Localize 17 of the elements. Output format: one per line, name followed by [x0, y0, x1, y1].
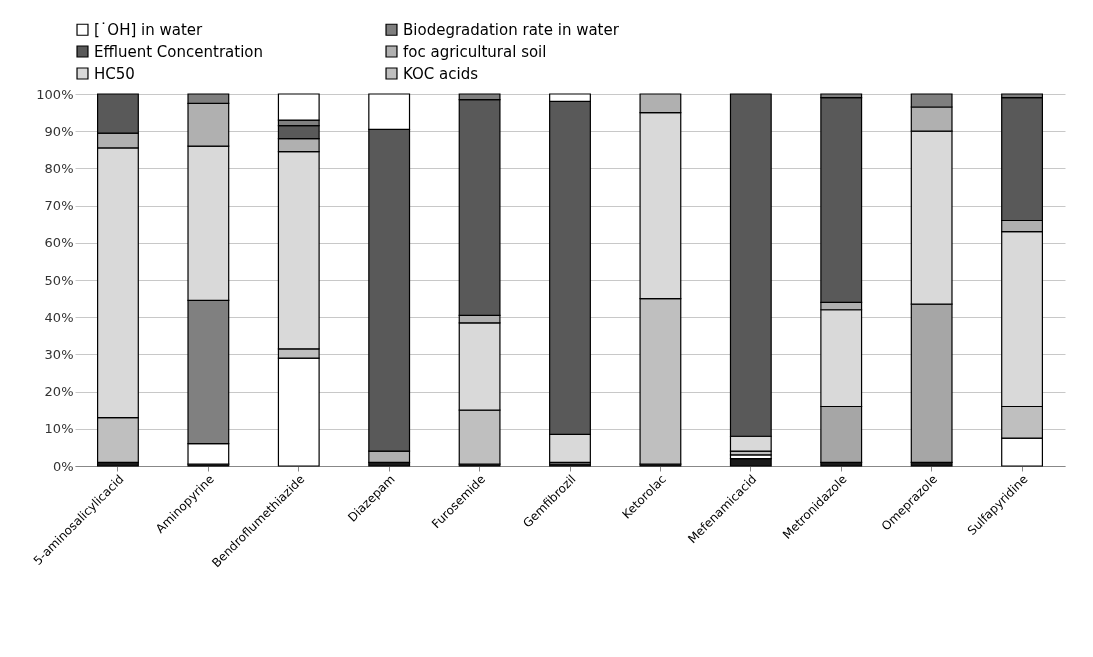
- y-tick-label: 60%: [44, 235, 74, 251]
- y-tick-label: 30%: [44, 346, 74, 362]
- y-tick-label: 100%: [36, 86, 74, 102]
- y-tick-label: 90%: [44, 123, 74, 139]
- legend-label: Biodegradation rate in water: [403, 20, 620, 39]
- y-tick-label: 10%: [44, 421, 74, 437]
- y-tick-label: 80%: [44, 160, 74, 176]
- legend-label: foc agricultural soil: [403, 42, 547, 61]
- y-tick-label: 50%: [44, 272, 74, 288]
- legend-label: [˙OH] in water: [94, 20, 204, 39]
- legend-label: Effluent Concentration: [94, 42, 263, 61]
- legend-label: HC50: [94, 64, 135, 83]
- y-tick-label: 70%: [44, 198, 74, 214]
- legend-label: KOC acids: [403, 64, 479, 83]
- y-tick-label: 0%: [52, 458, 74, 474]
- y-tick-label: 40%: [44, 309, 74, 325]
- y-tick-label: 20%: [44, 384, 74, 400]
